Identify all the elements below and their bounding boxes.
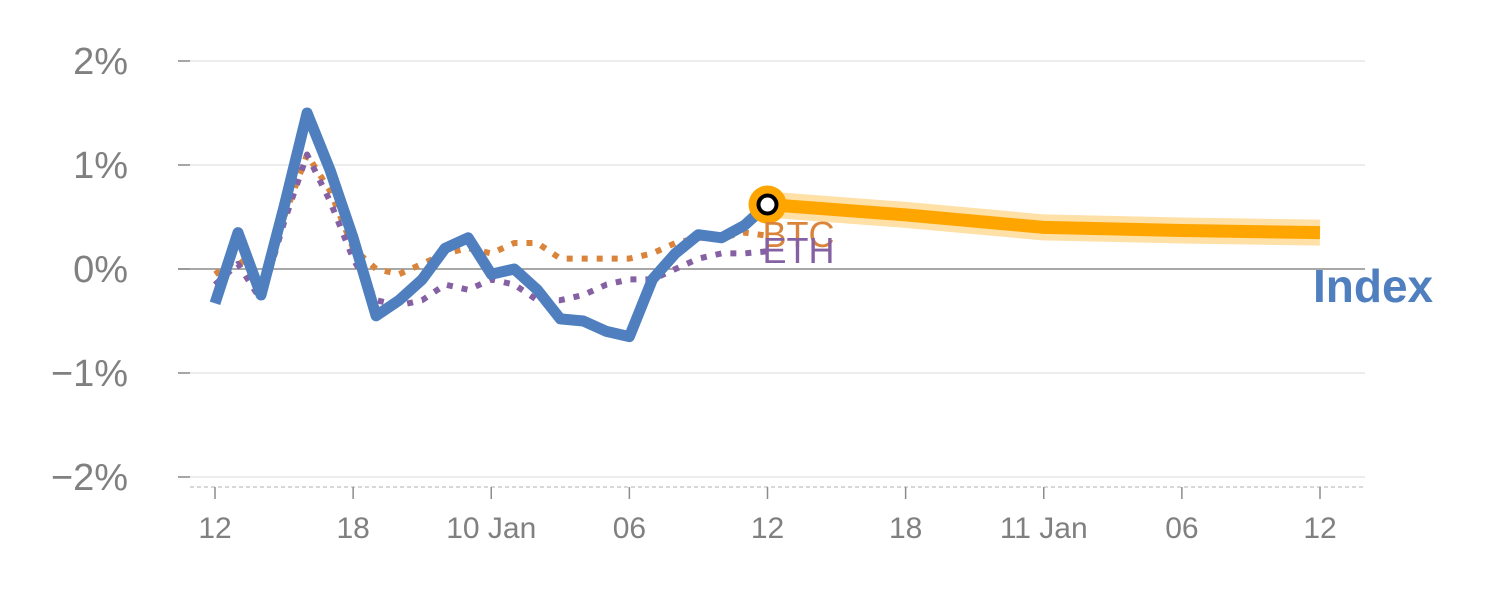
y-tick-label: −1% [51,353,128,395]
x-tick-label: 06 [613,512,646,545]
x-tick-label: 12 [751,512,784,545]
x-tick-label: 06 [1165,512,1198,545]
y-axis-ticks: 2% 1% 0% −1% −2% [51,41,190,499]
x-axis-ticks: 12 18 10 Jan 06 12 18 11 Jan 06 12 [190,486,1365,545]
forecast-line [767,198,1321,240]
y-tick-label: 2% [73,41,128,83]
series-line-index [209,107,772,343]
x-tick-label: 10 Jan [446,512,536,545]
current-value-marker [756,193,779,216]
series-label-index: Index [1313,260,1434,312]
series-label-btc: BTC [763,214,835,255]
series-layer [209,107,1321,343]
series-labels: BTC ETH Index [763,214,1434,312]
y-tick-label: 1% [73,145,128,187]
y-tick-label: −2% [51,457,128,499]
series-label-eth: ETH [763,230,835,271]
x-tick-label: 18 [336,512,369,545]
x-tick-label: 12 [1303,512,1336,545]
x-tick-label: 18 [889,512,922,545]
x-tick-label: 12 [198,512,231,545]
y-tick-label: 0% [73,249,128,291]
series-line-eth [212,151,768,309]
x-tick-label: 11 Jan [1000,512,1088,545]
